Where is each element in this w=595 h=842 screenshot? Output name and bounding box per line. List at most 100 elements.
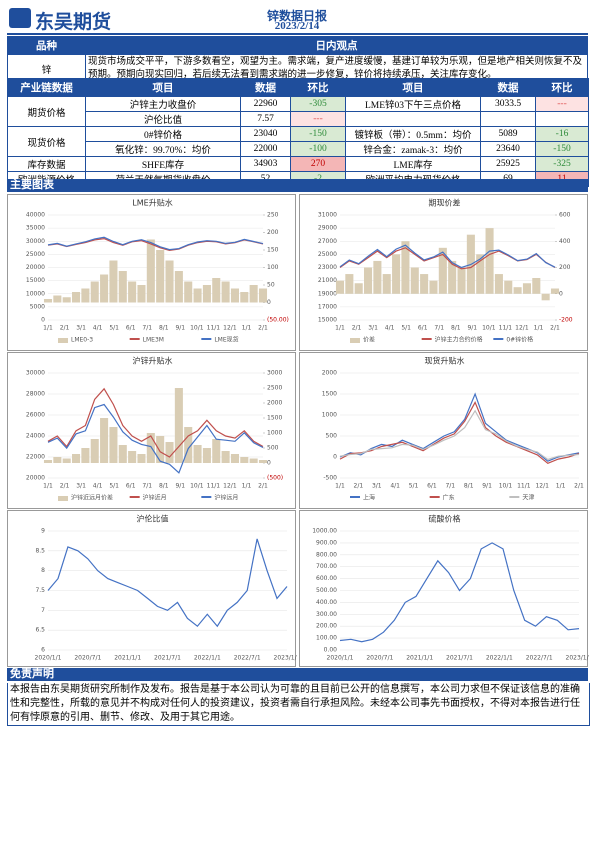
legend-label: 天津 (522, 495, 534, 502)
y-tick-label: 6.5 (35, 627, 45, 634)
y-tick-label: 200.00 (316, 623, 337, 630)
legend-label: 沪锌近月 (143, 494, 167, 502)
change-cell: -325 (535, 156, 589, 172)
y-tick-label: 500 (326, 433, 338, 440)
chart-title: 现货升贴水 (425, 356, 465, 366)
bar (62, 458, 71, 463)
value-cell: 5089 (480, 126, 536, 142)
header-row: 产业链数据 项目 数据 环比 项目 数据 环比 (7, 78, 589, 97)
item-cell: 沪锌主力收盘价 (85, 96, 241, 112)
series-line (339, 247, 556, 270)
empty-cell (480, 111, 536, 127)
empty-cell (345, 111, 481, 127)
y-tick-label: 15000 (318, 317, 337, 324)
logo-icon (9, 8, 31, 28)
x-tick-label: 9/1 (482, 483, 492, 490)
bar (513, 287, 522, 294)
y-tick-label: 31000 (318, 212, 337, 219)
header-cell: 环比 (535, 78, 589, 97)
bar (221, 451, 230, 463)
y-tick-label: 22000 (26, 454, 45, 461)
y2-tick-label: 0 (267, 299, 271, 306)
x-tick-label: 4/1 (93, 325, 103, 332)
bar (137, 454, 146, 463)
series-line (339, 542, 580, 643)
x-tick-label: 2021/1/1 (406, 655, 433, 662)
x-tick-label: 11/1 (207, 325, 221, 332)
data-row: 期货价格 沪锌主力收盘价 22960 -305 LME锌03下午三点价格 3033.5 --… (7, 96, 589, 127)
x-tick-label: 6/1 (126, 325, 136, 332)
bar (184, 427, 193, 463)
x-tick-label: 2020/7/1 (366, 655, 393, 662)
bar (81, 288, 90, 303)
legend-label: 沪锌远月 (214, 494, 238, 502)
x-tick-label: 1/1 (43, 325, 53, 332)
change-cell: --- (535, 96, 589, 112)
y2-tick-label: 400 (559, 238, 571, 245)
x-tick-label: 12/1 (515, 325, 529, 332)
bar (193, 288, 202, 303)
y-tick-label: 23000 (318, 264, 337, 271)
bar (118, 271, 127, 303)
bar (90, 439, 99, 463)
bar (429, 280, 438, 294)
y-tick-label: 27000 (318, 238, 337, 245)
y2-tick-label: -200 (559, 317, 573, 324)
bar (420, 274, 429, 294)
header-cell: 数据 (240, 78, 291, 97)
bar (401, 241, 410, 294)
x-tick-label: 2/1 (258, 325, 268, 332)
bar (90, 281, 99, 303)
x-tick-label: 2/1 (258, 483, 268, 490)
x-tick-label: 6/1 (126, 483, 136, 490)
series-line (47, 403, 264, 474)
y-tick-label: 1000.00 (312, 528, 337, 535)
series-line (339, 392, 580, 462)
y-tick-label: 5000 (30, 303, 45, 310)
chart-panel: 现货升贴水 2000 1500 1000 500 0 -500 1/1 2/1 3/1 4/1 5/1… (299, 352, 588, 509)
legend-swatch (129, 338, 140, 340)
bar (174, 271, 183, 303)
x-tick-label: 4/1 (93, 483, 103, 490)
bar (109, 427, 118, 463)
y-tick-label: 8 (41, 567, 45, 574)
group-cell: 现货价格 (7, 126, 86, 157)
y-tick-label: 29000 (318, 225, 337, 232)
y-tick-label: 6 (41, 647, 45, 654)
chart-title: LME升贴水 (132, 198, 172, 208)
change-cell: -16 (535, 126, 589, 142)
y-tick-label: 25000 (318, 251, 337, 258)
change-cell: -100 (290, 141, 346, 157)
legend-swatch (493, 338, 504, 340)
y-tick-label: 500.00 (316, 587, 337, 594)
legend-swatch (509, 496, 520, 498)
bar (53, 295, 62, 303)
x-tick-label: 4/1 (390, 483, 400, 490)
y-tick-label: 28000 (26, 391, 45, 398)
series-line (339, 401, 580, 464)
bar (258, 460, 268, 463)
x-tick-label: 7/1 (445, 483, 455, 490)
legend-swatch (201, 496, 212, 498)
legend-swatch (201, 338, 212, 340)
x-tick-label: 9/1 (175, 325, 185, 332)
y-tick-label: 600.00 (316, 575, 337, 582)
chart-panel: 沪锌升贴水 30000 28000 26000 24000 22000 20000 3000 2… (7, 352, 296, 509)
y2-tick-label: 50 (267, 282, 275, 289)
group-cell: 库存数据 (7, 156, 86, 172)
x-tick-label: 4/1 (385, 325, 395, 332)
y-tick-label: 9 (41, 528, 45, 535)
x-tick-label: 2022/7/1 (234, 655, 261, 662)
disclaimer-title: 免责声明 (7, 668, 588, 681)
value-cell: 23040 (240, 126, 291, 142)
legend-label: 上海 (363, 494, 375, 502)
x-tick-label: 11/1 (207, 483, 221, 490)
x-tick-label: 2/1 (60, 325, 70, 332)
legend-label: LME现货 (214, 336, 238, 344)
item-cell: SHFE库存 (85, 156, 241, 172)
x-tick-label: 9/1 (467, 325, 477, 332)
y-tick-label: 1000 (322, 412, 337, 419)
bar (364, 267, 373, 294)
legend-swatch (58, 496, 68, 501)
data-row: 沪伦比值 7.57 --- (8, 111, 589, 127)
